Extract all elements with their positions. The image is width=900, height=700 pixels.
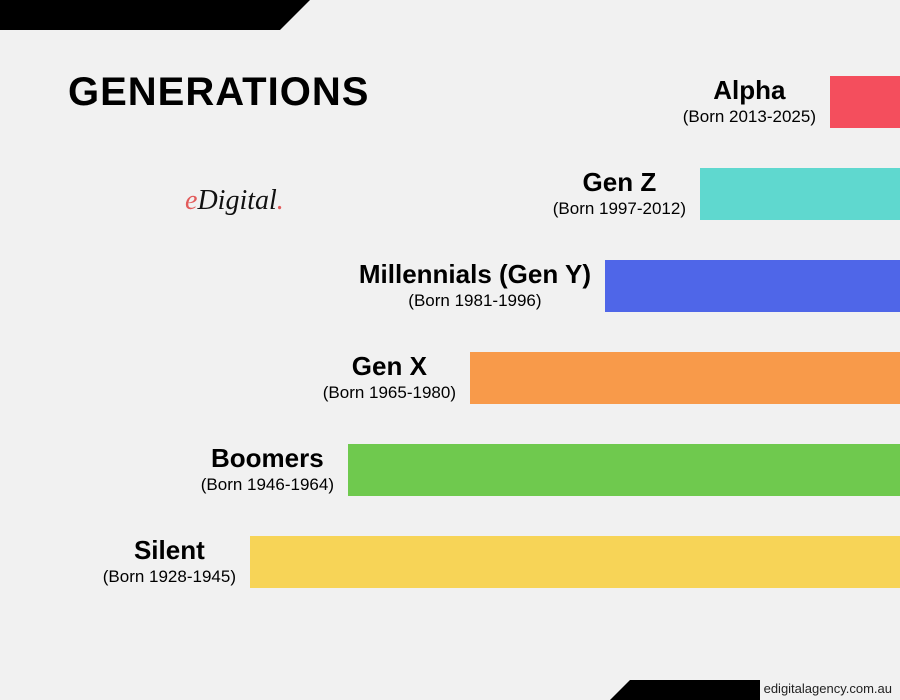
generation-row: Silent (Born 1928-1945) [103,536,900,588]
generation-name: Millennials (Gen Y) [359,261,591,288]
generation-row: Gen X (Born 1965-1980) [323,352,900,404]
generation-bar [250,536,900,588]
generation-label: Alpha (Born 2013-2025) [683,77,816,126]
generation-name: Gen Z [553,169,686,196]
generation-years: (Born 2013-2025) [683,107,816,127]
bottom-corner-shape [630,680,760,700]
generation-row: Millennials (Gen Y) (Born 1981-1996) [359,260,900,312]
generation-bar [348,444,900,496]
generation-label: Gen X (Born 1965-1980) [323,353,456,402]
generation-name: Boomers [201,445,334,472]
generation-years: (Born 1928-1945) [103,567,236,587]
generation-name: Silent [103,537,236,564]
top-corner-shape [0,0,280,30]
generation-name: Alpha [683,77,816,104]
footer-url: edigitalagency.com.au [764,681,892,696]
logo-e: e [185,185,197,216]
generation-bar [830,76,900,128]
generation-years: (Born 1981-1996) [359,291,591,311]
generation-bar [700,168,900,220]
generation-name: Gen X [323,353,456,380]
generation-row: Boomers (Born 1946-1964) [201,444,900,496]
logo-rest: Digital [197,185,276,216]
logo-dot: . [277,185,284,216]
generation-years: (Born 1946-1964) [201,475,334,495]
page-title: GENERATIONS [68,70,369,115]
generation-label: Boomers (Born 1946-1964) [201,445,334,494]
generation-bar [605,260,900,312]
brand-logo: eDigital. [185,185,284,217]
generation-row: Alpha (Born 2013-2025) [683,76,900,128]
generation-label: Millennials (Gen Y) (Born 1981-1996) [359,261,591,310]
generation-row: Gen Z (Born 1997-2012) [553,168,900,220]
generation-years: (Born 1997-2012) [553,199,686,219]
generation-years: (Born 1965-1980) [323,383,456,403]
generation-bar [470,352,900,404]
generation-label: Silent (Born 1928-1945) [103,537,236,586]
generation-label: Gen Z (Born 1997-2012) [553,169,686,218]
canvas: GENERATIONS eDigital. Alpha (Born 2013-20… [0,0,900,700]
